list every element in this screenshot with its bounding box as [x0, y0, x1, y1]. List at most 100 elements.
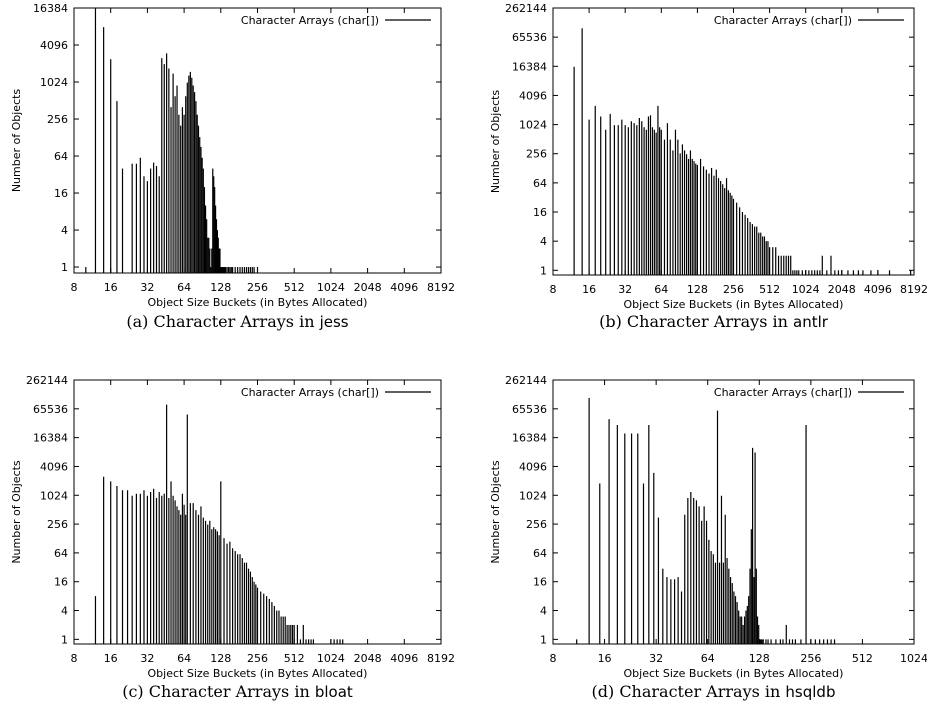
y-tick-label: 4	[540, 605, 547, 618]
x-axis-label: Object Size Buckets (in Bytes Allocated)	[624, 298, 844, 311]
data-series	[94, 404, 344, 644]
y-tick-label: 4096	[40, 39, 68, 52]
x-tick-label: 64	[177, 652, 191, 665]
x-axis-label: Object Size Buckets (in Bytes Allocated)	[624, 667, 844, 680]
caption: (a) Character Arrays in jess	[126, 312, 348, 331]
x-tick-label: 4096	[864, 283, 892, 296]
legend-label: Character Arrays (char[])	[241, 14, 379, 27]
chart-panel-c: 8 16 32 64 128 256 512 1024 2048 4096 8192 1 4 16 64 25…	[10, 374, 455, 701]
caption: (b) Character Arrays in antlr	[599, 312, 829, 331]
x-tick-label: 1024	[317, 652, 345, 665]
y-tick-label: 1024	[519, 119, 547, 132]
caption-text: (a) Character Arrays in	[126, 312, 319, 331]
x-tick-label: 16	[582, 283, 596, 296]
x-tick-label: 256	[723, 283, 744, 296]
y-tick-label: 16	[533, 206, 547, 219]
y-tick-label: 16	[533, 576, 547, 589]
y-tick-label: 64	[533, 177, 547, 190]
caption-benchmark: hsqldb	[785, 683, 835, 701]
y-tick-label: 16384	[512, 60, 547, 73]
y-tick-label: 65536	[512, 31, 547, 44]
x-tick-label: 32	[649, 652, 663, 665]
y-tick-label: 1	[61, 633, 68, 646]
y-tick-label: 262144	[505, 374, 547, 387]
x-tick-label: 1024	[317, 281, 345, 294]
y-tick-label: 256	[47, 518, 68, 531]
x-tick-label: 64	[654, 283, 668, 296]
y-axis-label: Number of Objects	[489, 460, 502, 564]
y-tick-label: 262144	[505, 2, 547, 15]
plot-frame	[73, 7, 442, 274]
x-axis-label: Object Size Buckets (in Bytes Allocated)	[148, 667, 368, 680]
x-tick-label: 32	[618, 283, 632, 296]
x-tick-label: 32	[140, 281, 154, 294]
chart-panel-b: 8 16 32 64 128 256 512 1024 2048 4096 8192 1 4 16 64 25…	[489, 2, 927, 331]
x-tick-label: 512	[759, 283, 780, 296]
x-tick-label: 256	[247, 652, 268, 665]
x-tick-label: 8192	[900, 283, 927, 296]
caption: (d) Character Arrays in hsqldb	[592, 682, 836, 701]
y-tick-label: 256	[47, 113, 68, 126]
x-tick-label: 16	[104, 652, 118, 665]
x-tick-label: 256	[800, 652, 821, 665]
caption-text: (d) Character Arrays in	[592, 682, 786, 701]
caption: (c) Character Arrays in bloat	[122, 682, 353, 701]
x-tick-label: 2048	[354, 652, 382, 665]
x-tick-label: 1024	[900, 652, 927, 665]
x-tick-label: 64	[177, 281, 191, 294]
x-tick-label: 2048	[828, 283, 856, 296]
data-series	[573, 28, 912, 275]
x-tick-label: 512	[284, 652, 305, 665]
y-tick-label: 1024	[519, 489, 547, 502]
x-tick-label: 32	[140, 652, 154, 665]
y-tick-label: 65536	[33, 403, 68, 416]
x-tick-label: 1024	[792, 283, 820, 296]
caption-benchmark: antlr	[793, 313, 829, 331]
y-tick-label: 4096	[40, 460, 68, 473]
caption-benchmark: jess	[319, 313, 349, 331]
x-tick-label: 64	[701, 652, 715, 665]
y-tick-label: 4	[61, 605, 68, 618]
y-tick-label: 4	[540, 235, 547, 248]
legend-label: Character Arrays (char[])	[714, 14, 852, 27]
y-tick-label: 1	[540, 264, 547, 277]
data-series	[85, 8, 259, 273]
x-tick-label: 128	[749, 652, 770, 665]
legend: Character Arrays (char[])	[241, 386, 431, 399]
legend: Character Arrays (char[])	[241, 14, 431, 27]
y-tick-label: 64	[533, 547, 547, 560]
x-tick-label: 128	[210, 652, 231, 665]
y-tick-label: 64	[54, 150, 68, 163]
x-tick-label: 4096	[390, 281, 418, 294]
legend: Character Arrays (char[])	[714, 14, 904, 27]
chart-panel-d: 8 16 32 64 128 256 512 1024 1 4 16 64 256 1024 4096 163…	[489, 374, 927, 701]
x-tick-label: 4096	[390, 652, 418, 665]
y-tick-label: 16	[54, 576, 68, 589]
y-axis-label: Number of Objects	[10, 460, 23, 564]
y-tick-label: 4096	[519, 89, 547, 102]
x-tick-label: 16	[104, 281, 118, 294]
y-tick-label: 64	[54, 547, 68, 560]
plot-frame	[552, 379, 915, 645]
y-tick-label: 1	[61, 261, 68, 274]
legend: Character Arrays (char[])	[714, 386, 904, 399]
chart-panel-a: 8 16 32 64 128 256 512 1024 2048 4096 8192 1 4 16 64 25…	[10, 2, 455, 331]
x-tick-label: 512	[284, 281, 305, 294]
x-tick-label: 256	[247, 281, 268, 294]
x-tick-label: 8192	[427, 281, 455, 294]
y-tick-label: 16	[54, 187, 68, 200]
y-tick-label: 16384	[33, 432, 68, 445]
y-tick-label: 4096	[519, 460, 547, 473]
x-tick-label: 8192	[427, 652, 455, 665]
x-tick-label: 8	[550, 283, 557, 296]
y-axis-label: Number of Objects	[489, 90, 502, 194]
x-tick-label: 512	[852, 652, 873, 665]
x-tick-label: 128	[210, 281, 231, 294]
x-tick-label: 8	[71, 652, 78, 665]
caption-text: (c) Character Arrays in	[122, 682, 315, 701]
legend-label: Character Arrays (char[])	[241, 386, 379, 399]
y-axis-label: Number of Objects	[10, 89, 23, 193]
y-tick-label: 4	[61, 224, 68, 237]
x-tick-label: 2048	[354, 281, 382, 294]
